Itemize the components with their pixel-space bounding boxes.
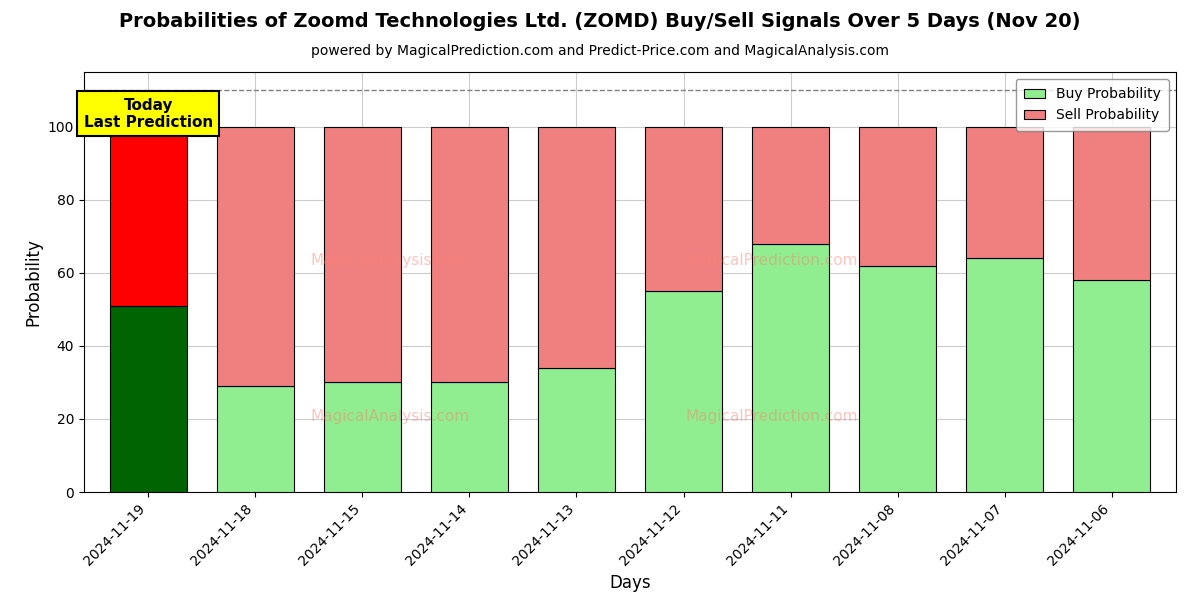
Text: Today
Last Prediction: Today Last Prediction xyxy=(84,98,212,130)
Legend: Buy Probability, Sell Probability: Buy Probability, Sell Probability xyxy=(1015,79,1169,131)
Bar xyxy=(966,258,1043,492)
Bar xyxy=(324,382,401,492)
Bar xyxy=(431,127,508,382)
Text: Probabilities of Zoomd Technologies Ltd. (ZOMD) Buy/Sell Signals Over 5 Days (No: Probabilities of Zoomd Technologies Ltd.… xyxy=(119,12,1081,31)
Bar xyxy=(431,382,508,492)
X-axis label: Days: Days xyxy=(610,574,650,592)
Text: MagicalPrediction.com: MagicalPrediction.com xyxy=(685,409,858,424)
Bar xyxy=(538,368,616,492)
Y-axis label: Probability: Probability xyxy=(24,238,42,326)
Bar xyxy=(859,127,936,266)
Bar xyxy=(859,266,936,492)
Bar xyxy=(644,291,722,492)
Bar xyxy=(1073,280,1151,492)
Text: MagicalAnalysis.com: MagicalAnalysis.com xyxy=(310,253,469,268)
Bar xyxy=(324,127,401,382)
Bar xyxy=(538,127,616,368)
Text: powered by MagicalPrediction.com and Predict-Price.com and MagicalAnalysis.com: powered by MagicalPrediction.com and Pre… xyxy=(311,44,889,58)
Bar xyxy=(966,127,1043,258)
Bar xyxy=(217,127,294,386)
Bar xyxy=(1073,127,1151,280)
Bar xyxy=(752,244,829,492)
Bar xyxy=(109,127,187,306)
Bar xyxy=(644,127,722,291)
Bar xyxy=(109,306,187,492)
Bar xyxy=(217,386,294,492)
Text: MagicalPrediction.com: MagicalPrediction.com xyxy=(685,253,858,268)
Bar xyxy=(752,127,829,244)
Text: MagicalAnalysis.com: MagicalAnalysis.com xyxy=(310,409,469,424)
